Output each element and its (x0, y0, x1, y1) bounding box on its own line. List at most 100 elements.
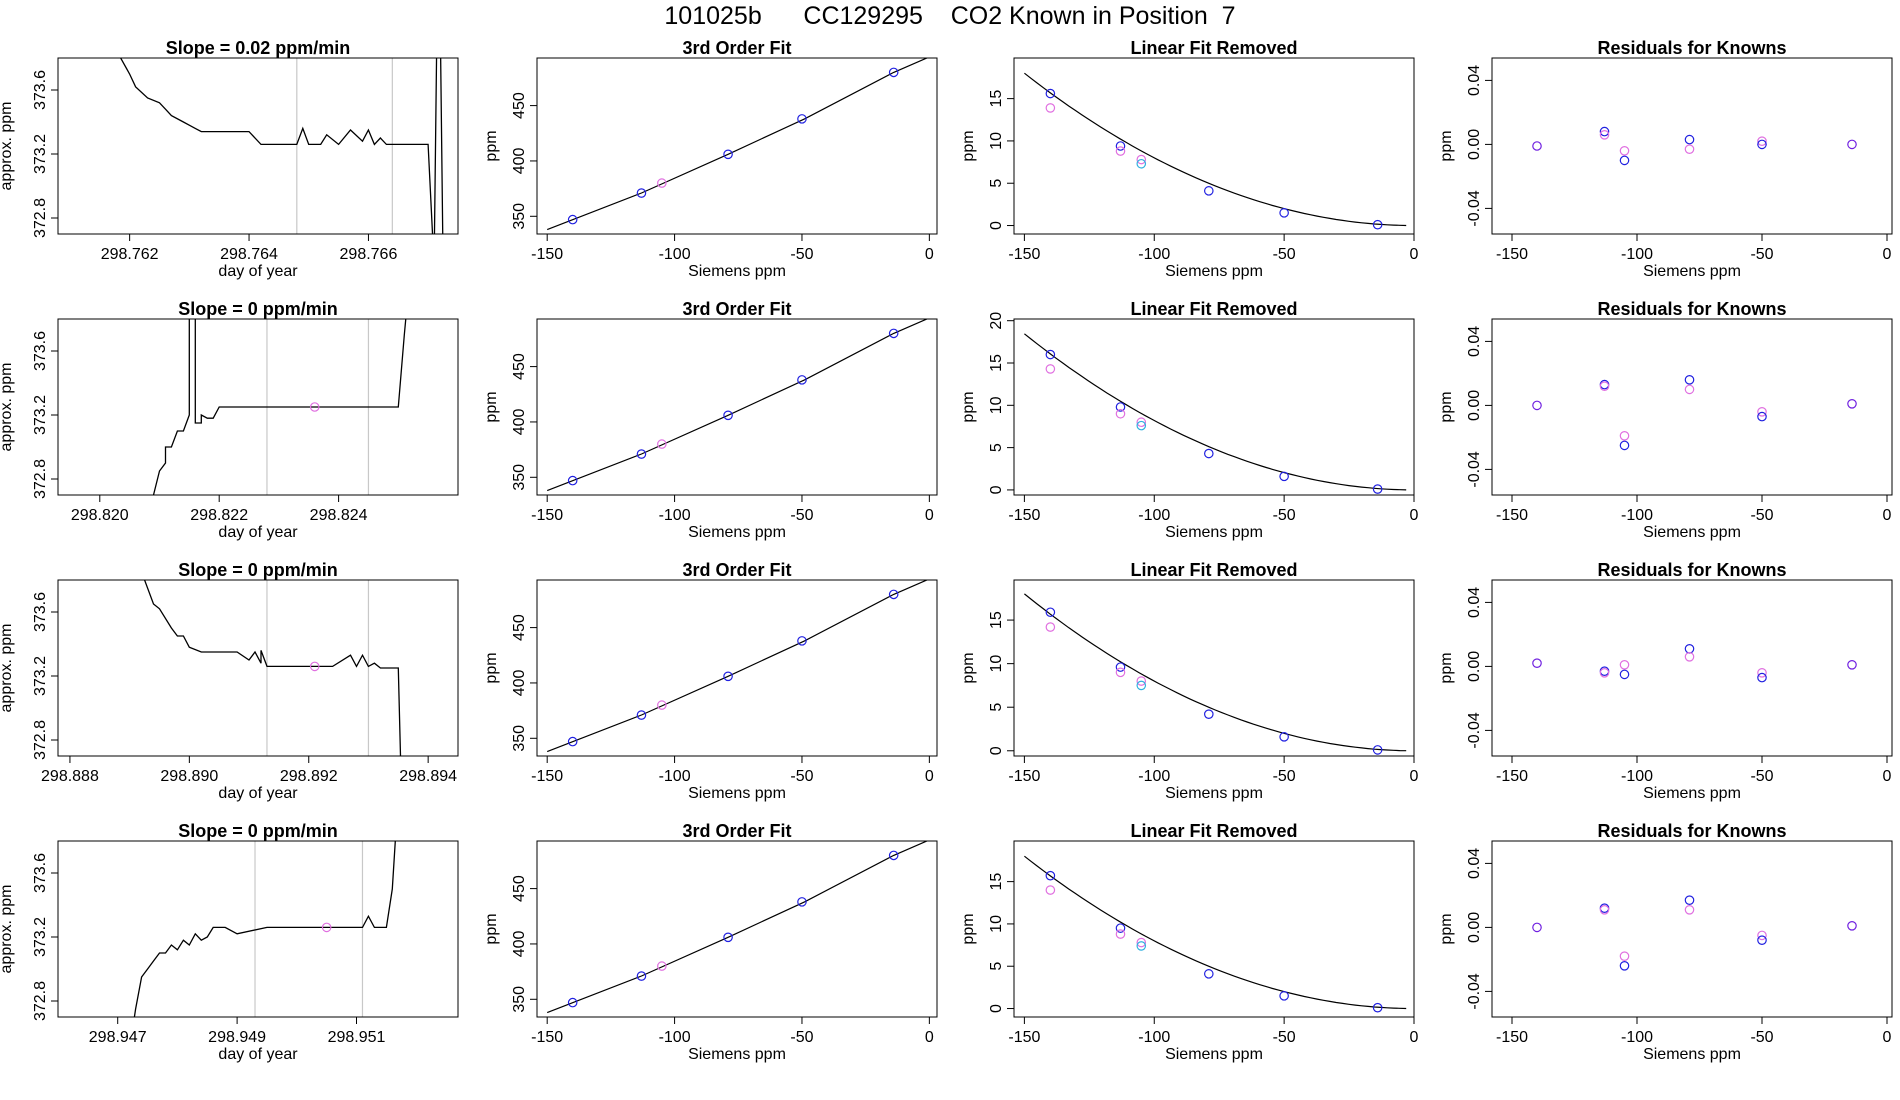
panel-12-data-point-7 (1757, 667, 1767, 678)
panel-12-x-tick-label-2: -50 (1750, 768, 1773, 785)
panel-11-frame (1013, 579, 1415, 757)
panel-6-y-tick-label-1: 400 (511, 408, 528, 435)
panel-11-x-axis-label: Siemens ppm (1165, 785, 1263, 802)
panel-11-y-axis-label: ppm (960, 652, 977, 683)
panel-5-y-tick-label-2: 373.6 (32, 331, 49, 371)
panel-5-plot-area (152, 319, 407, 495)
panel-3-data-point-2 (1115, 141, 1126, 151)
panel-4-y-tick-label-1: 0.00 (1466, 129, 1483, 160)
panel-14-x-tick-label-2: -50 (790, 1029, 813, 1046)
panel-9-series-line-0 (143, 580, 402, 756)
panel-11-y-tick-label-0: 0 (988, 746, 1005, 755)
panel-16-x-tick-label-3: 0 (1883, 1029, 1892, 1046)
panel-5-y-tick-label-1: 373.2 (32, 395, 49, 435)
panel-4-data-point-8 (1757, 139, 1767, 150)
panel-14-frame (536, 840, 938, 1018)
panel-6-y-axis-label: ppm (483, 391, 500, 422)
panel-2-data-point-5 (888, 67, 899, 78)
panel-16-x-tick-label-1: -100 (1621, 1029, 1653, 1046)
panel-16-frame (1491, 840, 1893, 1018)
panel-14-data-point-2 (657, 961, 667, 971)
panel-15-fit-curve (1024, 855, 1407, 1010)
panel-6-plot-area (546, 319, 929, 492)
panel-4-x-tick-label-0: -150 (1496, 246, 1528, 263)
panel-11-data-point-0 (1045, 607, 1056, 618)
panel-14-data-point-4 (797, 897, 807, 907)
panel-2-data-point-0 (567, 214, 578, 225)
panel-8-data-point-4 (1619, 440, 1630, 451)
panel-4-data-point-1 (1599, 126, 1610, 137)
panel-6-data-point-2 (657, 439, 667, 449)
panel-15-data-point-6 (1204, 969, 1214, 979)
panel-6-x-axis-label: Siemens ppm (688, 524, 786, 541)
panel-10-frame (536, 579, 938, 757)
panel-12-data-point-5 (1684, 643, 1695, 654)
panel-6-y-tick-label-0: 350 (511, 464, 528, 491)
panel-13-y-tick-label-1: 373.2 (32, 917, 49, 957)
panel-11-fit-curve (1024, 593, 1407, 752)
panel-14-x-tick-label-0: -150 (531, 1029, 563, 1046)
panel-14-data-point-3 (723, 932, 733, 943)
panel-16-data-point-2 (1599, 904, 1610, 915)
panel-11-data-point-2 (1115, 662, 1126, 672)
panel-1-y-axis-label: approx. ppm (0, 102, 15, 191)
panel-8-y-tick-label-2: 0.04 (1466, 326, 1483, 357)
panel-1-title: Slope = 0.02 ppm/min (166, 38, 351, 58)
panel-5-x-tick-label-2: 298.824 (310, 507, 368, 524)
panel-13-x-axis-label: day of year (218, 1046, 298, 1063)
panel-12-frame (1491, 579, 1893, 757)
panel-3-frame (1013, 57, 1415, 235)
panel-16-title: Residuals for Knowns (1597, 821, 1786, 841)
panel-15-plot-area (1024, 855, 1407, 1013)
panel-9-x-axis-label: day of year (218, 785, 298, 802)
panel-2-y-tick-label-2: 450 (511, 92, 528, 119)
panel-4-data-point-4 (1619, 155, 1630, 166)
panel-6-data-point-1 (636, 449, 647, 459)
panel-4-x-axis-label: Siemens ppm (1643, 263, 1741, 280)
panel-9-title: Slope = 0 ppm/min (178, 560, 338, 580)
panel-9-x-tick-label-3: 298.894 (399, 768, 457, 785)
panel-13-data-point-0 (321, 922, 332, 933)
panel-6-data-point-5 (888, 328, 899, 339)
panel-2-frame (536, 57, 938, 235)
panel-15-y-axis-label: ppm (960, 913, 977, 944)
panel-8-x-tick-label-1: -100 (1621, 507, 1653, 524)
panel-9-y-tick-label-0: 372.8 (32, 720, 49, 760)
panel-5-series-line-0 (152, 319, 407, 495)
panel-5-title: Slope = 0 ppm/min (178, 299, 338, 319)
panel-7-y-axis-label: ppm (960, 391, 977, 422)
panel-9-y-tick-label-1: 373.2 (32, 656, 49, 696)
panel-13-x-tick-label-0: 298.947 (89, 1029, 147, 1046)
panel-8-frame (1491, 318, 1893, 496)
panel-15-x-tick-label-2: -50 (1273, 1029, 1296, 1046)
panel-6-fit-line (546, 319, 929, 492)
panel-15-data-point-0 (1045, 870, 1056, 881)
panel-6-title: 3rd Order Fit (682, 299, 791, 319)
panel-11-y-tick-label-1: 5 (988, 703, 1005, 712)
panel-7-x-axis-label: Siemens ppm (1165, 524, 1263, 541)
panel-3-x-axis-label: Siemens ppm (1165, 263, 1263, 280)
panel-5-x-tick-label-1: 298.822 (190, 507, 248, 524)
panel-11-data-point-6 (1204, 709, 1214, 719)
panel-4-data-point-5 (1684, 134, 1695, 145)
panel-16-plot-area (1532, 895, 1857, 971)
panel-3-x-tick-label-1: -100 (1138, 246, 1170, 263)
panel-7-data-point-6 (1204, 448, 1214, 459)
panel-10-data-point-0 (567, 736, 578, 747)
panel-13-plot-area (133, 841, 396, 1017)
panel-7-data-point-4 (1136, 417, 1147, 428)
panel-10-x-tick-label-1: -100 (659, 768, 691, 785)
panel-5-data-point-0 (309, 402, 320, 412)
panel-8-data-point-7 (1757, 406, 1767, 417)
panel-11-x-tick-label-1: -100 (1138, 768, 1170, 785)
panel-1-x-tick-label-1: 298.764 (220, 246, 278, 263)
panel-2-data-point-4 (797, 114, 807, 124)
panel-15-data-point-1 (1045, 885, 1056, 895)
panel-14-y-tick-label-0: 350 (511, 986, 528, 1013)
panel-15-y-tick-label-0: 0 (988, 1004, 1005, 1013)
panel-3-y-tick-label-2: 10 (988, 132, 1005, 150)
panel-3-y-axis-label: ppm (960, 130, 977, 161)
panel-14-data-point-5 (888, 850, 899, 861)
panel-14-x-tick-label-3: 0 (925, 1029, 934, 1046)
panel-13-x-tick-label-2: 298.951 (328, 1029, 386, 1046)
